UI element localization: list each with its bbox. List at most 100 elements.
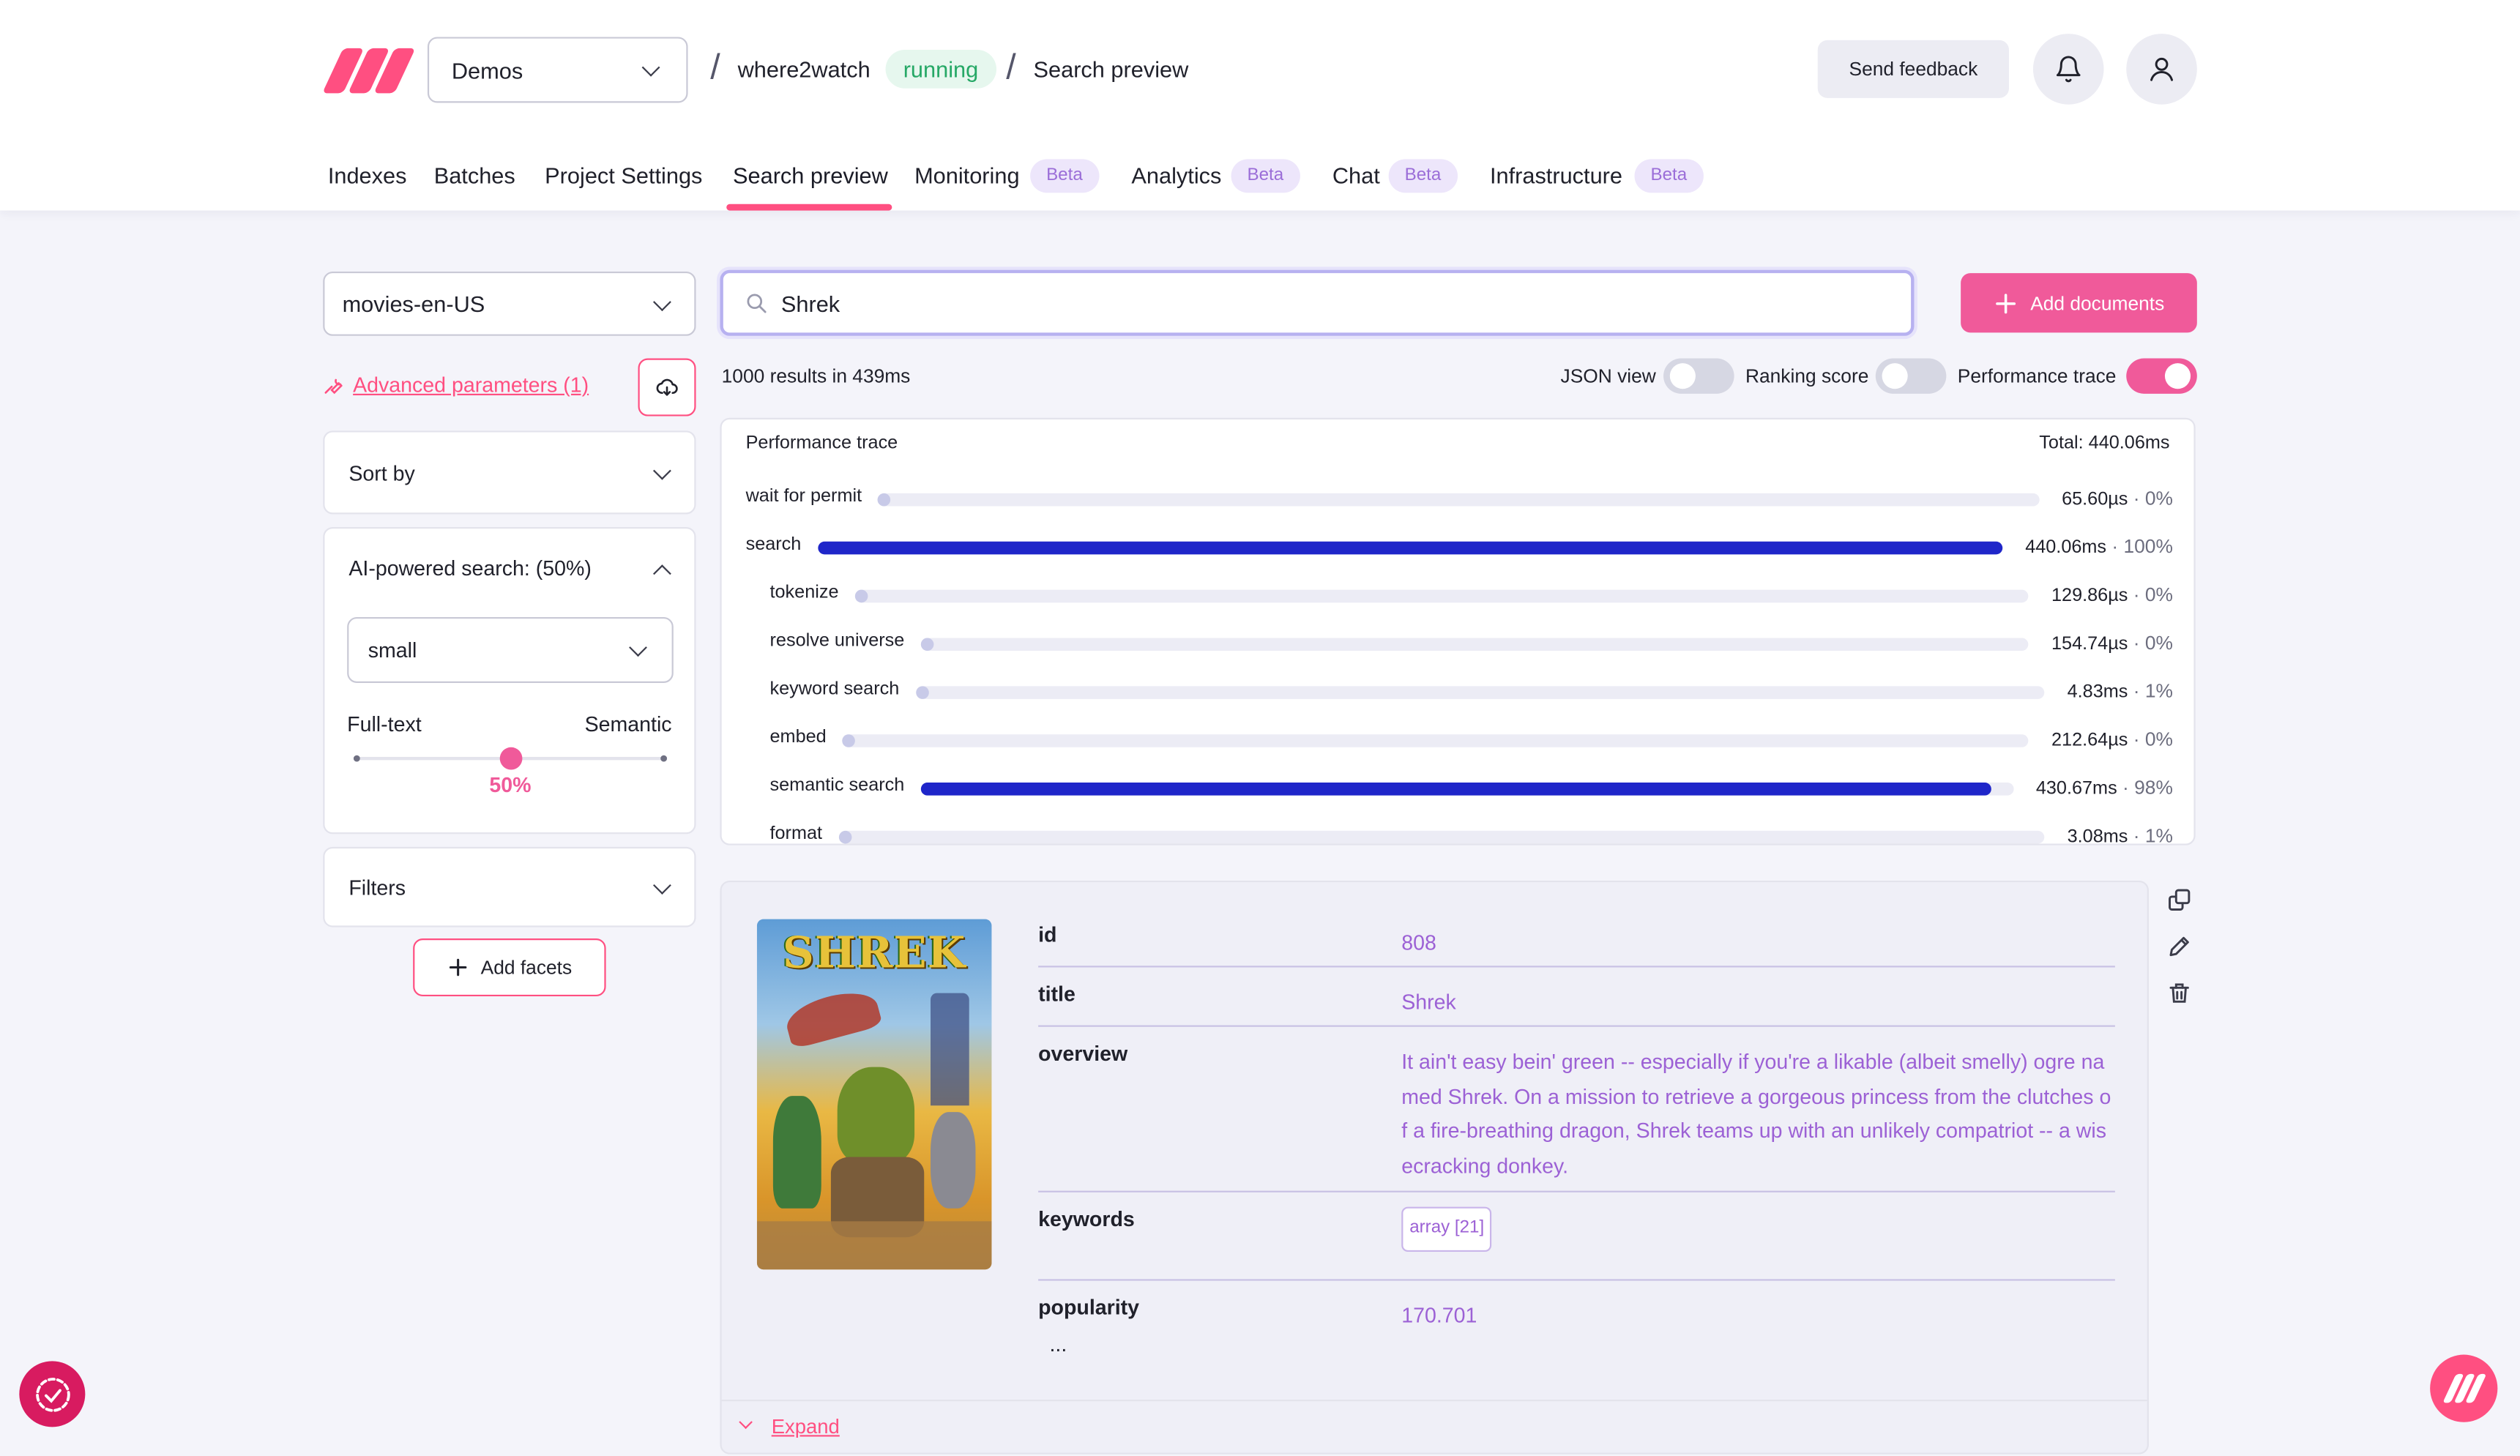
chevron-up-icon[interactable] — [653, 564, 671, 583]
tab-indexes[interactable]: Indexes — [327, 162, 407, 188]
add-facets-button[interactable]: Add facets — [413, 938, 606, 997]
perf-step-percent: 0% — [2144, 631, 2173, 654]
perf-step-name: resolve universe — [769, 631, 905, 652]
perf-step-name: wait for permit — [745, 487, 862, 507]
add-documents-button[interactable]: Add documents — [1961, 273, 2197, 333]
perf-step-track — [877, 493, 2040, 507]
search-input[interactable]: Shrek — [720, 269, 1915, 336]
perf-step-name: format — [769, 824, 823, 844]
perf-step-value: 212.64µs · 0% — [2051, 728, 2173, 751]
tab-infrastructure[interactable]: Infrastructure — [1489, 162, 1623, 188]
slider-min-dot — [353, 755, 360, 762]
embedder-selector-value: small — [368, 638, 417, 662]
tab-chat[interactable]: Chat — [1332, 162, 1380, 188]
slider-handle[interactable] — [499, 747, 522, 770]
perf-step-track — [854, 589, 2029, 603]
perf-step-bar — [920, 783, 1992, 796]
embedder-selector[interactable]: small — [347, 616, 674, 683]
perf-step-track — [842, 734, 2029, 747]
perf-step-name: keyword search — [769, 679, 900, 699]
sort-by-title: Sort by — [348, 461, 415, 485]
status-badge: running — [885, 50, 996, 89]
field-value: 808 — [1401, 930, 1436, 955]
cloud-download-icon — [656, 378, 678, 396]
poster-title: SHREK — [783, 928, 966, 979]
field-value: 170.701 — [1401, 1303, 1477, 1328]
tab-monitoring[interactable]: Monitoring — [914, 162, 1020, 188]
tab-project-settings[interactable]: Project Settings — [545, 162, 703, 188]
performance-trace-toggle[interactable] — [2126, 358, 2197, 394]
perf-step-duration: 129.86µs — [2051, 586, 2128, 606]
cookie-consent-button[interactable] — [19, 1361, 86, 1427]
support-chat-button[interactable] — [2430, 1354, 2498, 1422]
perf-step-duration: 430.67ms — [2035, 779, 2117, 799]
semantic-ratio-slider[interactable] — [353, 747, 668, 770]
perf-step-percent: 0% — [2144, 583, 2173, 606]
field-key: overview — [1038, 1041, 1128, 1066]
plus-icon — [1996, 293, 2016, 313]
meilisearch-logo[interactable] — [321, 0, 416, 145]
tab-batches[interactable]: Batches — [433, 162, 515, 188]
perf-step-percent: 0% — [2144, 728, 2173, 751]
perf-step-percent: 100% — [2123, 535, 2173, 558]
plus-icon — [450, 958, 467, 977]
performance-trace-panel: Performance trace Total: 440.06ms wait f… — [720, 417, 2196, 845]
breadcrumb-page: Search preview — [1033, 56, 1189, 82]
perf-step-name: embed — [769, 728, 827, 747]
send-feedback-button[interactable]: Send feedback — [1817, 40, 2009, 98]
filters-title: Filters — [348, 876, 406, 900]
advanced-parameters-link[interactable]: Advanced parameters (1) — [323, 373, 589, 397]
expand-bar[interactable]: Expand — [721, 1400, 2147, 1456]
perf-step-bar — [877, 493, 891, 507]
copy-icon[interactable] — [2166, 887, 2192, 913]
breadcrumb-separator: / — [1006, 46, 1016, 87]
expand-link[interactable]: Expand — [771, 1415, 840, 1438]
json-view-toggle[interactable] — [1663, 358, 1734, 394]
document-card: SHREK id 808 title Shrek overview It ain… — [720, 880, 2149, 1456]
edit-icon[interactable] — [2166, 933, 2192, 959]
perf-step-row: wait for permit 65.60µs · 0% — [722, 484, 2194, 516]
perf-step-row: tokenize 129.86µs · 0% — [722, 580, 2194, 612]
index-selector[interactable]: movies-en-US — [323, 271, 696, 336]
performance-trace-title: Performance trace — [745, 433, 898, 454]
chevron-down-icon — [653, 461, 671, 480]
perf-step-bar — [916, 686, 929, 699]
tab-search-preview[interactable]: Search preview — [733, 162, 888, 188]
field-value: Shrek — [1401, 990, 1456, 1015]
perf-step-duration: 3.08ms — [2067, 827, 2128, 845]
movie-poster: SHREK — [756, 919, 992, 1270]
ranking-score-toggle[interactable] — [1875, 358, 1947, 394]
perf-step-value: 440.06ms · 100% — [2025, 535, 2173, 558]
array-badge[interactable]: array [21] — [1401, 1206, 1493, 1252]
perf-step-value: 3.08ms · 1% — [2067, 824, 2173, 845]
beta-badge: Beta — [1388, 159, 1458, 193]
field-key: popularity — [1038, 1295, 1140, 1320]
full-text-label: Full-text — [347, 712, 422, 736]
tab-analytics[interactable]: Analytics — [1131, 162, 1222, 188]
sort-by-panel[interactable]: Sort by — [323, 430, 696, 515]
field-value: It ain't easy bein' green -- especially … — [1401, 1049, 2111, 1179]
delete-icon[interactable] — [2166, 980, 2192, 1006]
cloud-download-button[interactable] — [638, 358, 696, 417]
perf-step-bar — [842, 734, 855, 747]
filters-panel[interactable]: Filters — [323, 846, 696, 927]
perf-step-row: resolve universe 154.74µs · 0% — [722, 628, 2194, 660]
slider-value: 50% — [489, 772, 532, 797]
ai-search-title[interactable]: AI-powered search: (50%) — [348, 556, 592, 580]
perf-step-name: search — [745, 535, 802, 555]
field-key: keywords — [1038, 1206, 1135, 1231]
perf-step-percent: 98% — [2134, 776, 2173, 799]
perf-step-row: keyword search 4.83ms · 1% — [722, 676, 2194, 709]
perf-step-name: semantic search — [769, 776, 905, 796]
breadcrumb-separator: / — [710, 46, 720, 87]
project-selector[interactable]: Demos — [427, 37, 688, 103]
perf-step-percent: 0% — [2144, 487, 2173, 509]
ai-search-panel: AI-powered search: (50%) small Full-text… — [323, 527, 696, 835]
breadcrumb-index[interactable]: where2watch — [737, 56, 871, 82]
perf-step-name: tokenize — [769, 583, 839, 603]
account-button[interactable] — [2126, 34, 2197, 105]
perf-step-track — [916, 686, 2045, 699]
notifications-button[interactable] — [2032, 34, 2104, 105]
active-tab-indicator — [726, 204, 892, 211]
perf-step-row: embed 212.64µs · 0% — [722, 725, 2194, 757]
